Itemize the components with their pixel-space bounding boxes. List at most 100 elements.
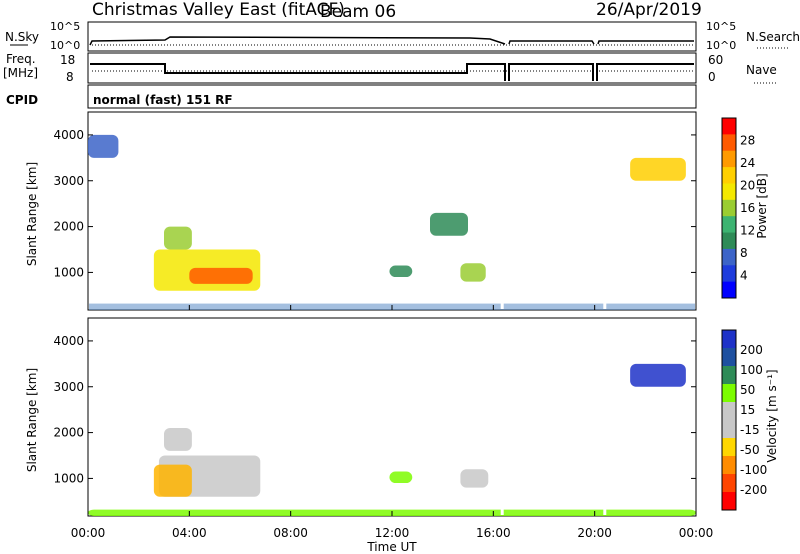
power-colorbar-tick-5: 8: [740, 246, 748, 260]
nsky-trace: [89, 36, 506, 46]
velocity-region-3: [389, 471, 413, 483]
power-colorbar-swatch-10: [722, 281, 736, 299]
power-region-1: [189, 267, 253, 284]
power-colorbar-swatch-1: [722, 134, 736, 152]
power-colorbar-swatch-6: [722, 216, 736, 234]
velocity-colorbar-swatch-6: [722, 438, 736, 457]
power-region-5: [430, 212, 468, 236]
x-tick-label-6: 00:00: [679, 526, 714, 540]
freq-label-2: [MHz]: [3, 66, 38, 80]
velocity-y-ticks: 1000 2000 3000 4000: [53, 334, 696, 485]
power-colorbar-tick-3: 16: [740, 201, 755, 215]
power-colorbar-tick-1: 24: [740, 156, 755, 170]
x-tick-label-0: 00:00: [71, 526, 106, 540]
x-tick-label-2: 08:00: [273, 526, 308, 540]
velocity-colorbar-swatch-2: [722, 366, 736, 385]
velocity-colorbar-swatch-0: [722, 330, 736, 349]
nsearch-label: N.Search: [746, 30, 800, 44]
velocity-y-tick-label-3: 4000: [53, 334, 84, 348]
velocity-colorbar-tick-2: 50: [740, 383, 755, 397]
velocity-region-5: [630, 363, 686, 387]
power-colorbar-swatch-9: [722, 265, 736, 283]
power-colorbar: 28 24 20 16 12 8 4: [721, 117, 755, 299]
power-colorbar-swatch-2: [722, 150, 736, 168]
power-region-6: [630, 157, 686, 181]
nsky-trace-2: [508, 40, 595, 45]
power-region-4: [460, 263, 486, 282]
velocity-colorbar-tick-7: -200: [740, 483, 767, 497]
velocity-colorbar-swatch-1: [722, 348, 736, 367]
freq-tick-top: 18: [60, 53, 75, 67]
freq-label-1: Freq.: [6, 52, 36, 66]
power-region-2: [164, 226, 192, 250]
velocity-colorbar-swatch-5: [722, 420, 736, 439]
date-title: 26/Apr/2019: [596, 0, 702, 20]
power-y-tick-label-2: 3000: [53, 174, 84, 188]
velocity-colorbar-swatch-3: [722, 384, 736, 403]
freq-panel: [87, 52, 697, 84]
nsearch-tick-top: 10^5: [706, 20, 736, 33]
velocity-y-label: Slant Range [km]: [25, 368, 39, 472]
velocity-region-2: [164, 428, 192, 451]
velocity-colorbar-frame: [721, 329, 737, 511]
cpid-program: normal (fast) 151 RF: [93, 93, 233, 107]
power-colorbar-frame: [721, 117, 737, 299]
freq-trace-2: [508, 63, 594, 81]
power-y-ticks: 1000 2000 3000 4000: [53, 128, 696, 279]
velocity-colorbar-tick-0: 200: [740, 343, 763, 357]
x-tick-label-3: 12:00: [375, 526, 410, 540]
nsky-tick-bottom: 10^0: [50, 39, 80, 52]
power-colorbar-swatch-3: [722, 167, 736, 184]
cpid-panel: [87, 84, 697, 109]
velocity-marks: [88, 319, 696, 516]
nsky-trace-3: [597, 40, 694, 45]
velocity-colorbar-tick-5: -50: [740, 443, 760, 457]
power-colorbar-tick-2: 20: [740, 179, 755, 193]
power-colorbar-swatch-4: [722, 183, 736, 201]
velocity-colorbar-tick-6: -100: [740, 463, 767, 477]
velocity-region-4: [460, 469, 489, 488]
velocity-colorbar-swatch-9: [722, 492, 736, 511]
velocity-colorbar-swatch-8: [722, 474, 736, 493]
power-colorbar-tick-6: 4: [740, 269, 748, 283]
velocity-y-tick-label-0: 1000: [53, 471, 84, 485]
power-y-label: Slant Range [km]: [25, 162, 39, 266]
power-y-tick-label-0: 1000: [53, 265, 84, 279]
nsky-label: N.Sky: [5, 30, 39, 44]
velocity-colorbar-swatch-4: [722, 402, 736, 421]
power-colorbar-tick-4: 12: [740, 224, 755, 238]
velocity-colorbar: 200 100 50 15 -15 -50 -100 -200: [721, 329, 767, 511]
cpid-label: CPID: [6, 93, 38, 107]
power-y-tick-label-3: 4000: [53, 128, 84, 142]
power-region-3: [389, 265, 413, 277]
velocity-region-1: [153, 464, 192, 497]
power-region-7: [88, 134, 119, 158]
freq-trace: [90, 63, 506, 81]
velocity-colorbar-tick-1: 100: [740, 363, 763, 377]
velocity-panel: 1000 2000 3000 4000 Slant Range [km]: [25, 317, 697, 517]
nave-tick-bottom: 0: [708, 70, 716, 84]
x-axis-label: Time UT: [366, 540, 417, 554]
nsky-tick-top: 10^5: [50, 20, 80, 33]
nsky-panel: [87, 21, 697, 52]
nave-label: Nave: [746, 63, 777, 77]
velocity-y-tick-label-1: 2000: [53, 426, 84, 440]
freq-trace-3: [596, 63, 694, 81]
power-colorbar-label: Power [dB]: [755, 173, 769, 238]
x-tick-label-4: 16:00: [476, 526, 511, 540]
x-tick-label-1: 04:00: [172, 526, 207, 540]
beam-title: Beam 06: [320, 2, 396, 22]
power-colorbar-swatch-5: [722, 199, 736, 217]
velocity-colorbar-label: Velocity [m s⁻¹]: [765, 369, 779, 462]
power-colorbar-tick-0: 28: [740, 134, 755, 148]
x-tick-label-5: 20:00: [577, 526, 612, 540]
freq-tick-bottom: 8: [66, 70, 74, 84]
power-colorbar-swatch-7: [722, 232, 736, 250]
x-axis-ticks: 00:00 04:00 08:00 12:00 16:00 20:00 00:00: [71, 305, 714, 540]
power-y-tick-label-1: 2000: [53, 220, 84, 234]
station-title: Christmas Valley East (fitACF): [92, 0, 345, 20]
velocity-colorbar-tick-3: 15: [740, 403, 755, 417]
nsearch-tick-bottom: 10^0: [706, 39, 736, 52]
nave-tick-top: 60: [708, 53, 723, 67]
